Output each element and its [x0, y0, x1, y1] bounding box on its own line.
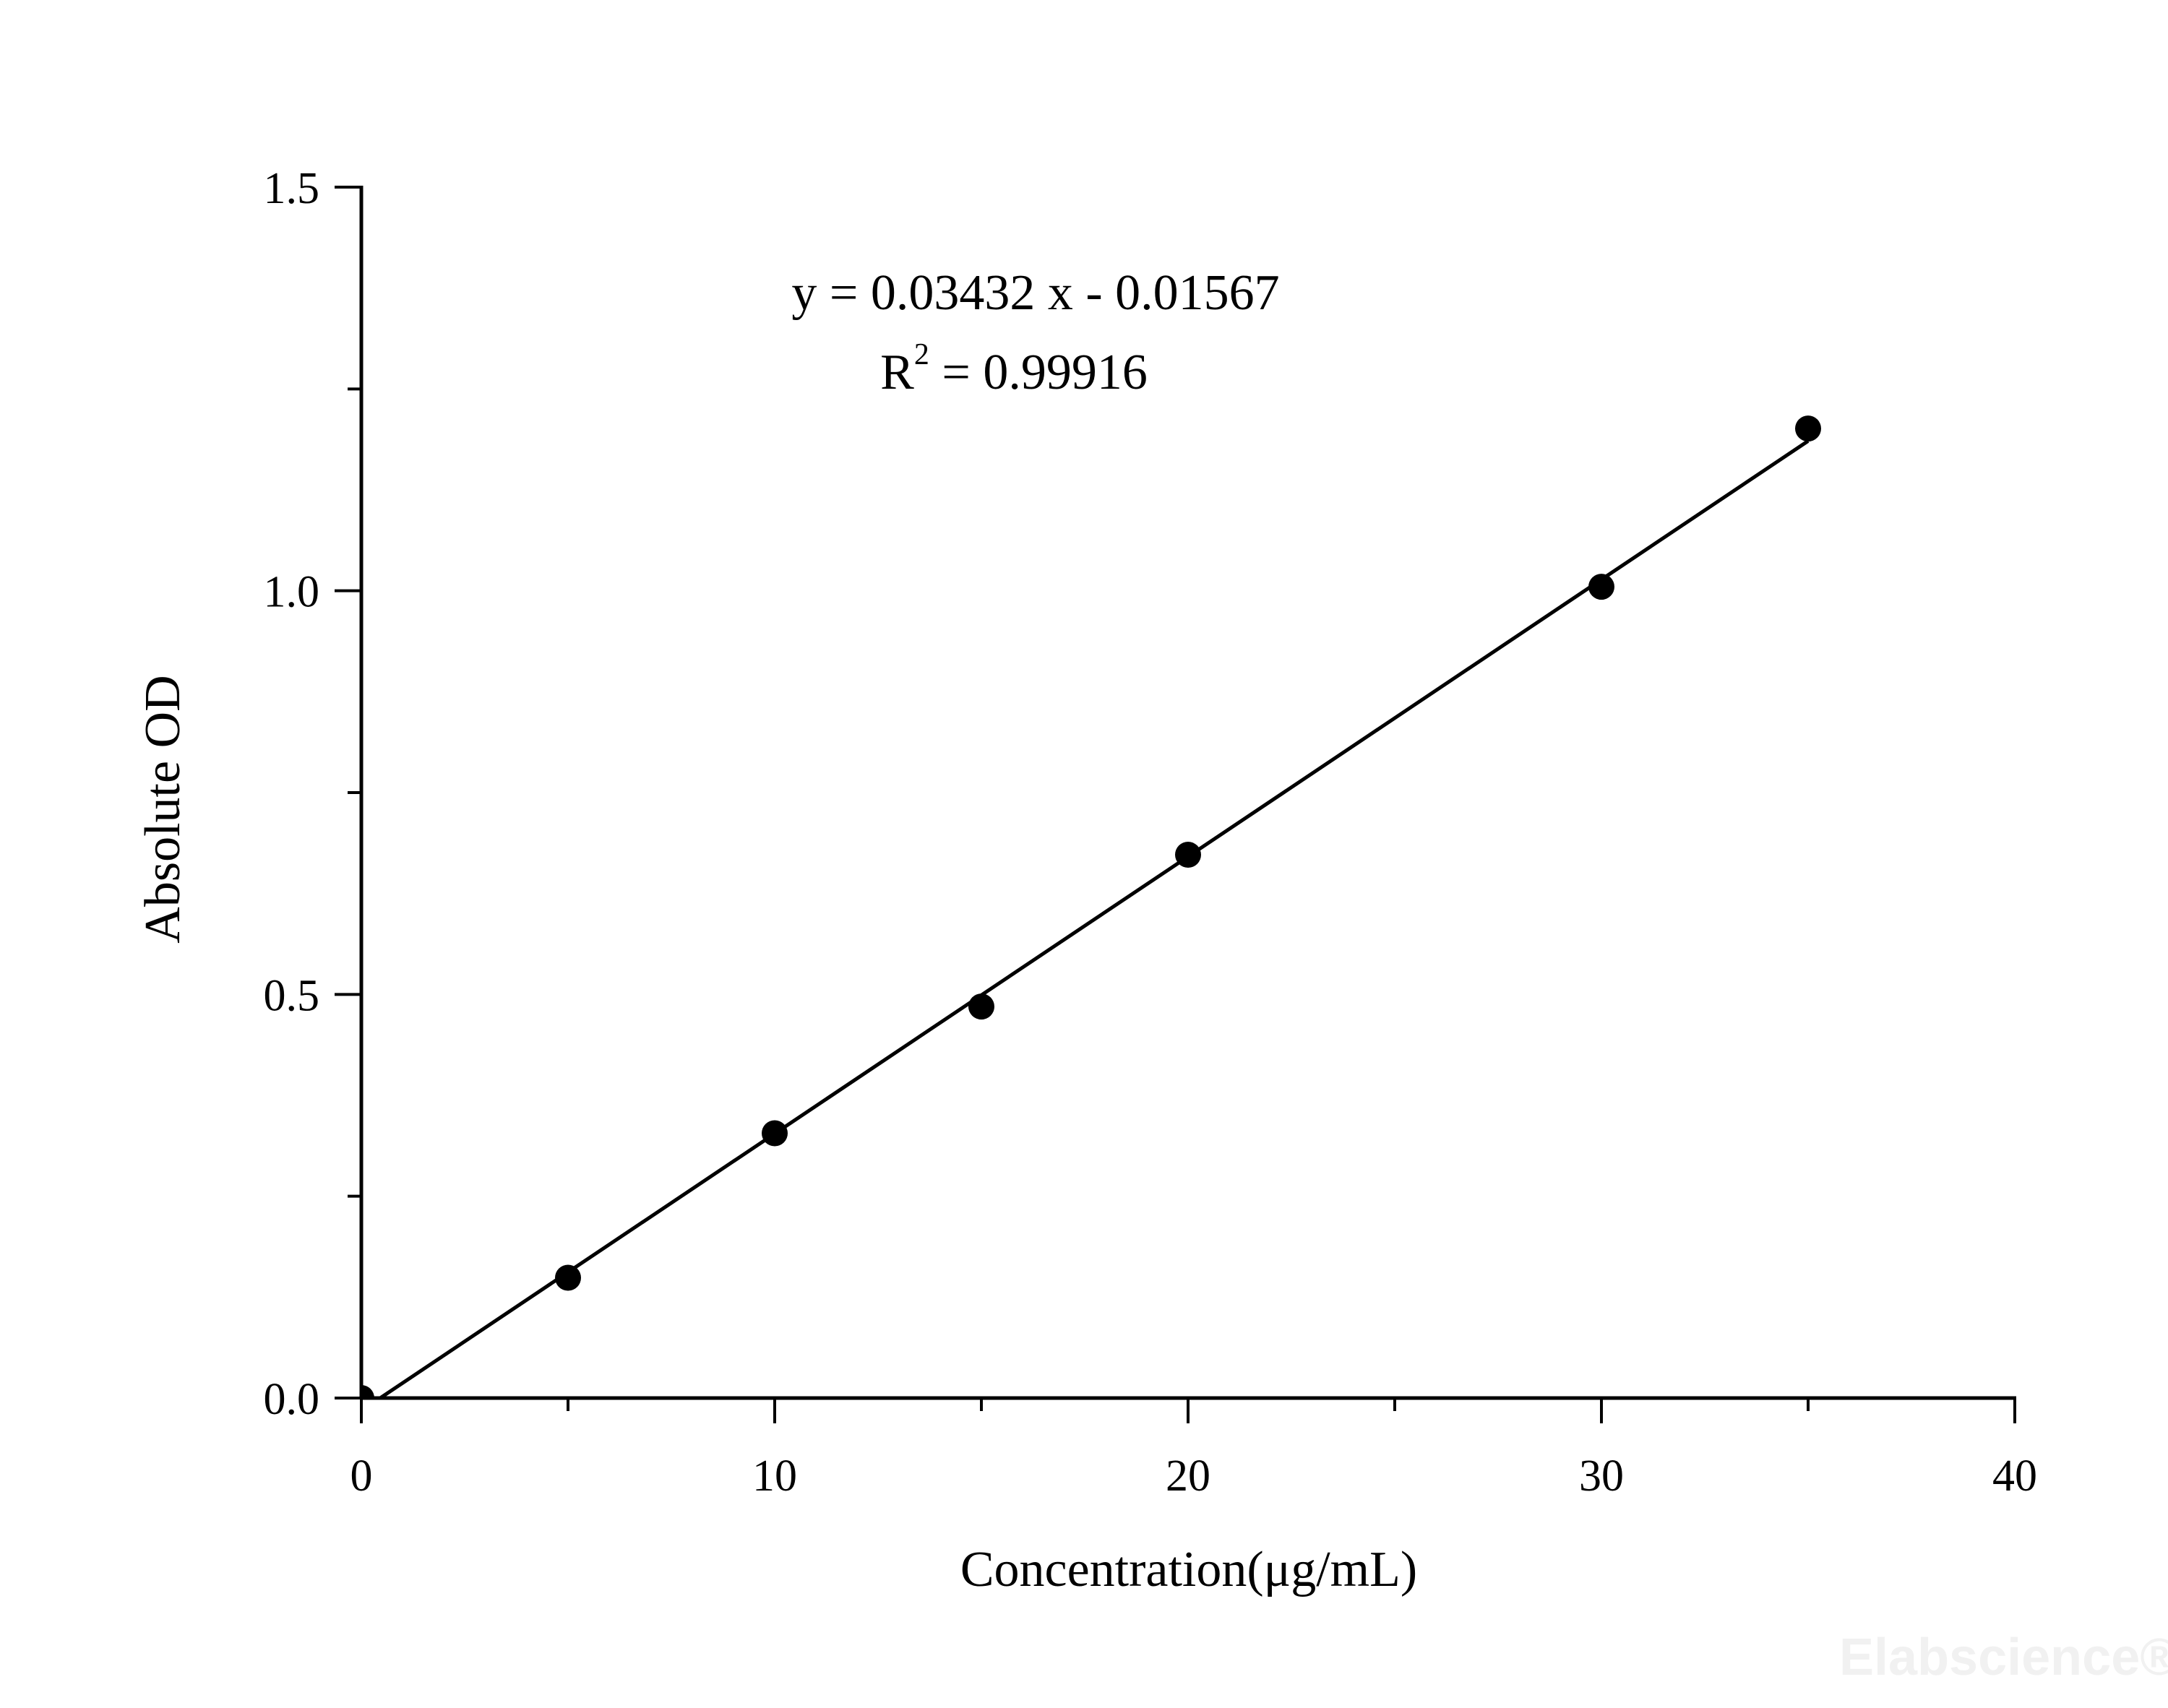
data-point [1795, 415, 1821, 442]
y-tick-label: 1.5 [264, 164, 320, 213]
y-tick-label: 0.0 [264, 1375, 320, 1424]
r-squared-superscript: 2 [914, 338, 929, 371]
x-tick-label: 0 [350, 1452, 373, 1501]
r-squared-base: R [880, 345, 914, 400]
data-point [968, 993, 994, 1020]
x-axis-tick-labels: 0 10 20 30 40 [350, 1452, 2038, 1501]
x-tick-label: 40 [1992, 1452, 2037, 1501]
x-tick-label: 10 [752, 1452, 797, 1501]
linear-fit-line [379, 439, 1810, 1398]
fit-equation: y = 0.03432 x - 0.01567 [791, 265, 1279, 321]
y-axis-title: Absolute OD [135, 675, 191, 943]
r-squared-annotation: R2 = 0.99916 [880, 338, 1148, 400]
y-axis: 0.0 0.5 1.0 1.5 [264, 164, 364, 1424]
y-tick-label: 0.5 [264, 971, 320, 1020]
data-point [1588, 574, 1614, 600]
x-axis: 0 10 20 30 40 [350, 1396, 2038, 1501]
data-point [555, 1264, 581, 1291]
data-point [361, 1385, 374, 1398]
plot-area [361, 415, 1821, 1398]
x-axis-ticks [360, 1398, 2016, 1423]
data-point [1175, 842, 1201, 868]
x-axis-title: Concentration(μg/mL) [960, 1542, 1417, 1597]
x-tick-label: 30 [1579, 1452, 1624, 1501]
data-points [361, 415, 1821, 1398]
y-axis-ticks [335, 186, 361, 1399]
y-tick-label: 1.0 [264, 568, 320, 617]
y-axis-tick-labels: 0.0 0.5 1.0 1.5 [264, 164, 320, 1424]
r-squared-value: = 0.99916 [929, 345, 1148, 400]
data-point [762, 1120, 788, 1147]
x-tick-label: 20 [1166, 1452, 1210, 1501]
watermark-text: Elabscience® [1839, 1629, 2168, 1686]
